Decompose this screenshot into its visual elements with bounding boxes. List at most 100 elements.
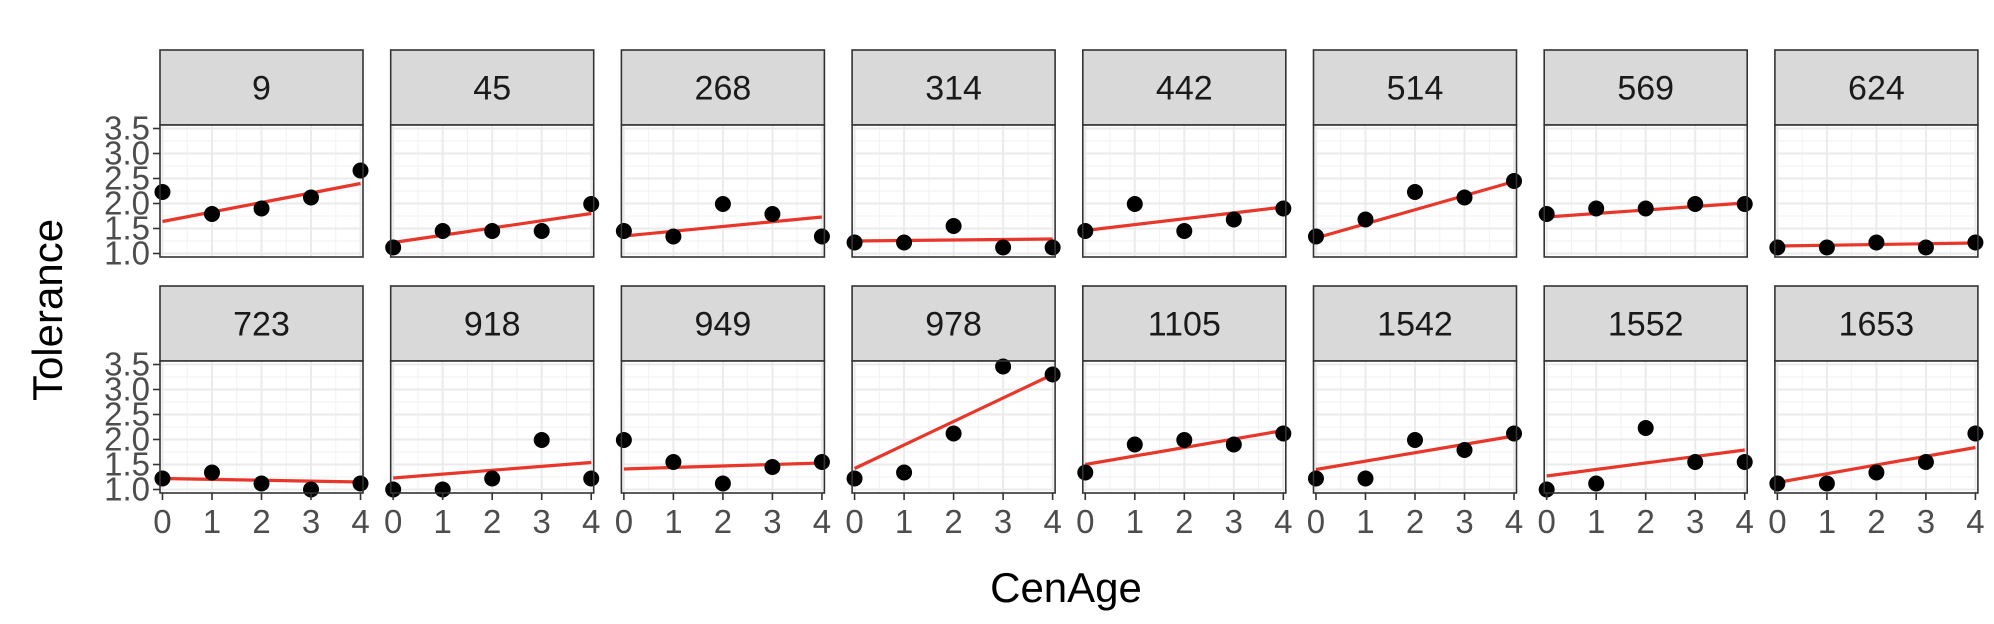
y-tick-label: 1.0 bbox=[104, 235, 150, 272]
x-tick-label: 3 bbox=[1917, 503, 1935, 540]
fit-line bbox=[623, 215, 823, 238]
x-tick-label: 3 bbox=[994, 503, 1012, 540]
facet-strip-label: 514 bbox=[1387, 70, 1444, 108]
facet-strip bbox=[620, 49, 826, 126]
data-point bbox=[1077, 464, 1094, 481]
data-point bbox=[1077, 223, 1094, 239]
fit-line bbox=[1546, 448, 1745, 478]
data-point bbox=[583, 196, 600, 212]
data-point bbox=[764, 459, 781, 475]
data-point bbox=[995, 358, 1012, 375]
fit-line bbox=[1315, 179, 1515, 240]
x-tick-label: 0 bbox=[845, 503, 863, 540]
facet-strip-label: 314 bbox=[925, 70, 982, 108]
data-point bbox=[1917, 454, 1934, 470]
x-tick-label: 3 bbox=[302, 503, 320, 540]
data-point bbox=[896, 234, 913, 251]
facet-strip-label: 978 bbox=[925, 306, 982, 344]
facet-panel-9: 9 bbox=[154, 49, 369, 258]
data-point bbox=[1456, 189, 1473, 206]
x-tick-label: 2 bbox=[1406, 503, 1424, 540]
fit-line bbox=[853, 373, 1054, 470]
x-tick-label: 3 bbox=[763, 503, 781, 540]
panel-border bbox=[1312, 124, 1518, 258]
facet-strip bbox=[1774, 49, 1979, 126]
data-point bbox=[1407, 184, 1423, 200]
x-tick-label: 1 bbox=[895, 503, 913, 540]
data-point bbox=[1917, 239, 1934, 256]
facet-strip bbox=[159, 49, 364, 126]
facet-panel-723: 723 bbox=[154, 285, 369, 498]
data-point bbox=[1275, 200, 1292, 217]
facet-panel-949: 949 bbox=[615, 285, 830, 494]
data-point bbox=[1687, 196, 1704, 212]
data-point bbox=[714, 196, 731, 212]
y-tick-label: 1.5 bbox=[104, 446, 150, 483]
data-point bbox=[615, 223, 632, 239]
x-tick-label: 3 bbox=[1225, 503, 1243, 540]
data-point bbox=[352, 475, 369, 492]
facet-strip-label: 442 bbox=[1156, 70, 1213, 108]
data-point bbox=[1225, 436, 1242, 453]
data-point bbox=[583, 470, 600, 487]
panel-border bbox=[620, 124, 826, 258]
data-point bbox=[1588, 200, 1605, 217]
y-tick-label: 1.5 bbox=[104, 210, 150, 247]
data-point bbox=[1506, 173, 1523, 189]
x-tick-label: 0 bbox=[153, 503, 171, 540]
x-tick-label: 1 bbox=[1587, 503, 1605, 540]
data-point bbox=[1126, 436, 1143, 453]
facet-strip-label: 723 bbox=[233, 306, 290, 344]
data-point bbox=[1044, 366, 1061, 383]
panel-grid bbox=[390, 125, 594, 257]
facet-panel-1105: 1105 bbox=[1077, 285, 1292, 494]
y-tick-label: 3.0 bbox=[104, 135, 150, 172]
facet-strip bbox=[389, 285, 595, 362]
x-tick-label: 1 bbox=[434, 503, 452, 540]
facet-strip-label: 9 bbox=[252, 70, 271, 108]
x-tick-label: 1 bbox=[664, 503, 682, 540]
data-point bbox=[1687, 454, 1704, 470]
data-point bbox=[1126, 196, 1143, 212]
x-tick-label: 0 bbox=[615, 503, 633, 540]
data-point bbox=[253, 200, 270, 217]
fit-line bbox=[1085, 205, 1284, 233]
facet-strip bbox=[1774, 285, 1979, 362]
data-point bbox=[1736, 196, 1753, 212]
data-point bbox=[1456, 442, 1473, 458]
fit-line bbox=[1315, 434, 1515, 472]
x-tick-label: 1 bbox=[1356, 503, 1374, 540]
data-point bbox=[1818, 475, 1835, 492]
x-tick-label: 0 bbox=[1076, 503, 1094, 540]
y-tick-label: 1.0 bbox=[104, 471, 150, 508]
facet-strip-label: 45 bbox=[473, 70, 511, 108]
facet-strip-label: 569 bbox=[1617, 70, 1674, 108]
facet-strip bbox=[1312, 285, 1518, 362]
data-point bbox=[434, 223, 451, 239]
x-tick-label: 4 bbox=[1966, 503, 1984, 540]
data-point bbox=[1769, 239, 1786, 256]
x-tick-label: 2 bbox=[1175, 503, 1193, 540]
data-point bbox=[714, 475, 731, 492]
x-tick-label: 2 bbox=[944, 503, 962, 540]
data-point bbox=[615, 432, 632, 448]
panel-border bbox=[851, 124, 1056, 258]
data-point bbox=[533, 432, 550, 448]
facet-strip-label: 1653 bbox=[1839, 306, 1915, 344]
data-point bbox=[1357, 211, 1374, 228]
facet-strip-label: 1542 bbox=[1377, 306, 1453, 344]
data-point bbox=[1967, 234, 1984, 251]
x-tick-label: 4 bbox=[1274, 503, 1292, 540]
data-point bbox=[1176, 223, 1193, 239]
data-point bbox=[1275, 425, 1292, 442]
facet-strip bbox=[389, 49, 595, 126]
data-point bbox=[203, 206, 220, 222]
x-tick-label: 2 bbox=[714, 503, 732, 540]
data-point bbox=[385, 239, 402, 256]
x-tick-label: 0 bbox=[384, 503, 402, 540]
x-tick-label: 2 bbox=[483, 503, 501, 540]
x-tick-label: 4 bbox=[1505, 503, 1523, 540]
x-tick-label: 4 bbox=[582, 503, 600, 540]
fit-line bbox=[393, 460, 592, 480]
